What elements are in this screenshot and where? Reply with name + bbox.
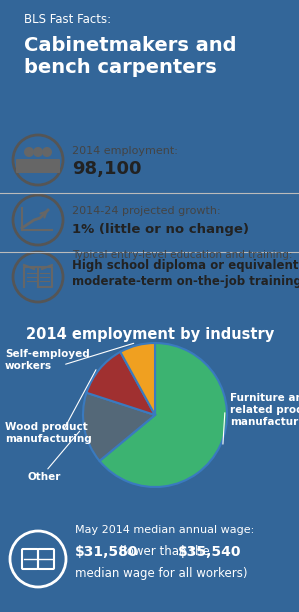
FancyBboxPatch shape [16, 159, 60, 173]
Text: 2014-24 projected growth:: 2014-24 projected growth: [72, 206, 221, 216]
Circle shape [42, 147, 52, 157]
Text: Self-employed
workers: Self-employed workers [5, 349, 90, 371]
Text: $35,540: $35,540 [178, 545, 242, 559]
Text: Other: Other [28, 472, 61, 482]
Text: $31,580: $31,580 [75, 545, 138, 559]
Text: Wood product
manufacturing: Wood product manufacturing [5, 422, 92, 444]
Wedge shape [120, 343, 155, 415]
Text: May 2014 median annual wage:: May 2014 median annual wage: [75, 525, 254, 535]
Text: 1% (little or no change): 1% (little or no change) [72, 223, 249, 236]
Text: Furniture and
related product
manufacturing: Furniture and related product manufactur… [230, 393, 299, 427]
Wedge shape [86, 352, 155, 415]
Wedge shape [100, 343, 227, 487]
Text: 2014 employment:: 2014 employment: [72, 146, 178, 156]
Text: 98,100: 98,100 [72, 160, 141, 178]
Wedge shape [83, 393, 155, 461]
Text: Cabinetmakers and
bench carpenters: Cabinetmakers and bench carpenters [24, 36, 237, 77]
Text: (lower than the: (lower than the [115, 545, 213, 559]
Text: median wage for all workers): median wage for all workers) [75, 567, 248, 581]
Circle shape [24, 147, 34, 157]
Circle shape [33, 147, 43, 157]
Text: BLS Fast Facts:: BLS Fast Facts: [24, 13, 111, 26]
Text: 2014 employment by industry: 2014 employment by industry [26, 327, 274, 342]
Text: High school diploma or equivalent;
moderate-term on-the-job training: High school diploma or equivalent; moder… [72, 258, 299, 288]
Text: Typical entry-level education and training:: Typical entry-level education and traini… [72, 250, 292, 260]
